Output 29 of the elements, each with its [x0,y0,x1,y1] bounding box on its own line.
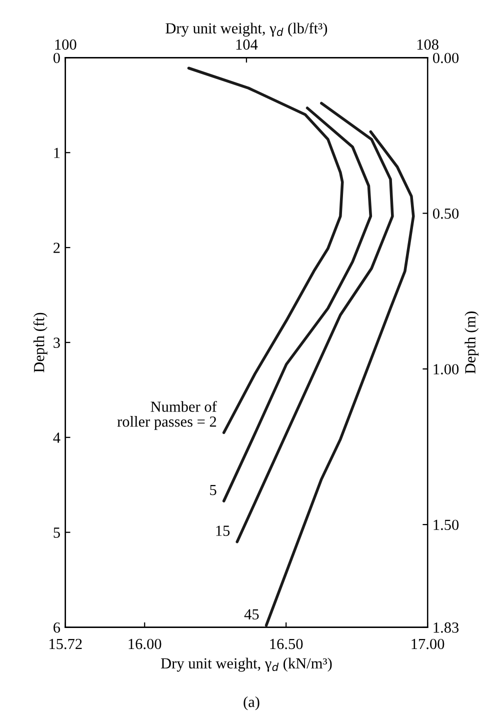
y-tick-label: 3 [54,338,60,348]
y2-tick-label: 1.50 [434,520,459,530]
x-tick-label: 17.00 [412,638,444,650]
series-label: 45 [244,609,259,620]
text: (a) [244,696,260,710]
series-label: Number of roller passes = 2 [117,400,217,430]
y-tick-label: 1 [54,148,60,158]
x2-tick-label: 104 [236,39,258,50]
x-tick-label: 15.72 [50,638,82,650]
y-axis-title: Depth (ft) [33,312,48,372]
y-tick-label: 4 [53,432,60,443]
y2-tick-label: 0.00 [432,52,459,64]
x-tick-label: 16.00 [128,638,162,650]
x2-axis-title: Dry unit weight, γ$_{d}$ (lb/ft³) [166,22,328,37]
y-tick-label: 5 [54,528,60,538]
y-tick-label: 6 [54,622,60,633]
line-series [222,106,372,502]
y2-axis-title: Depth (m) [464,312,479,374]
x2-tick-label: 108 [417,39,438,50]
x-tick-label: 16.50 [270,638,303,650]
x-axis-title: Dry unit weight, γ$_{d}$ (kN/m³) [160,658,332,672]
series-label: 5 [210,484,216,496]
y-tick-label: 0 [53,52,60,64]
y2-tick-label: 1.00 [434,364,459,374]
x2-tick-label: 100 [55,39,76,50]
y-tick-label: 2 [54,242,60,253]
y2-tick-label: 0.50 [432,208,459,219]
y2-tick-label: 1.83 [434,622,459,633]
series-label: 15 [216,526,230,536]
